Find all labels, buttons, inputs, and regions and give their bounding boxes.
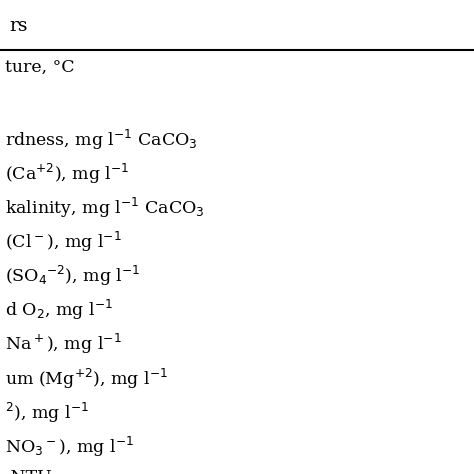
- Text: ture, °C: ture, °C: [5, 59, 74, 76]
- Text: (SO$_4$$^{-2}$), mg l$^{-1}$: (SO$_4$$^{-2}$), mg l$^{-1}$: [5, 264, 140, 288]
- Text: (Ca$^{+2}$), mg l$^{-1}$: (Ca$^{+2}$), mg l$^{-1}$: [5, 162, 129, 186]
- Text: $^2$), mg l$^{-1}$: $^2$), mg l$^{-1}$: [5, 401, 89, 425]
- Text: um (Mg$^{+2}$), mg l$^{-1}$: um (Mg$^{+2}$), mg l$^{-1}$: [5, 366, 168, 391]
- Text: d O$_2$, mg l$^{-1}$: d O$_2$, mg l$^{-1}$: [5, 298, 113, 322]
- Text: NO$_3$$^-$), mg l$^{-1}$: NO$_3$$^-$), mg l$^{-1}$: [5, 435, 134, 459]
- Text: rdness, mg l$^{-1}$ CaCO$_3$: rdness, mg l$^{-1}$ CaCO$_3$: [5, 128, 198, 152]
- Text: (Cl$^-$), mg l$^{-1}$: (Cl$^-$), mg l$^{-1}$: [5, 230, 121, 254]
- Text: Na$^+$), mg l$^{-1}$: Na$^+$), mg l$^{-1}$: [5, 332, 121, 356]
- Text: kalinity, mg l$^{-1}$ CaCO$_3$: kalinity, mg l$^{-1}$ CaCO$_3$: [5, 196, 204, 220]
- Text: rs: rs: [9, 17, 28, 35]
- Text: NTU: NTU: [5, 469, 51, 474]
